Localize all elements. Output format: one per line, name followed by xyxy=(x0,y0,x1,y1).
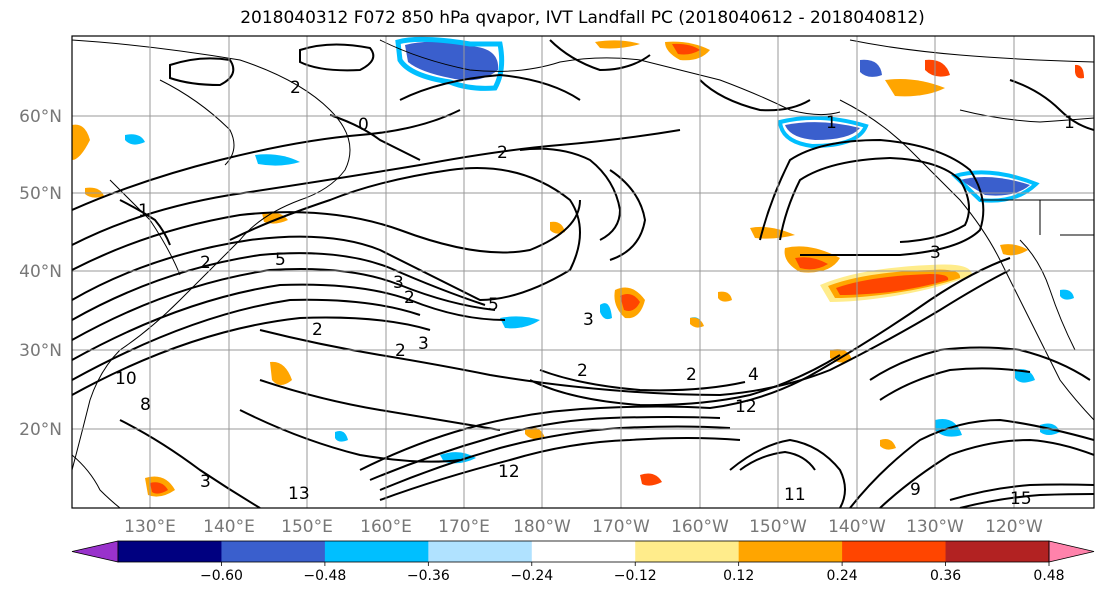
lon-label: 140°E xyxy=(203,517,255,537)
colorbar-swatch xyxy=(428,541,533,562)
colorbar: −0.60 −0.48 −0.36 −0.24 −0.12 0.12 0.24 0.36 0.4… xyxy=(71,540,1095,584)
contour-label: 12 xyxy=(498,462,520,482)
contour-label: 8 xyxy=(140,395,151,415)
colorbar-frame xyxy=(117,540,1050,563)
colorbar-swatch xyxy=(738,541,843,562)
colorbar-tick-label: 0.48 xyxy=(1033,568,1064,584)
latitude-labels: 60°N 50°N 40°N 30°N 20°N xyxy=(19,107,62,440)
ivt-contours xyxy=(72,39,1094,508)
contour-label: 11 xyxy=(784,485,806,505)
colorbar-tick-label: 0.36 xyxy=(930,568,961,584)
lon-label: 140°W xyxy=(828,517,886,537)
colorbar-tick-label: 0.12 xyxy=(723,568,754,584)
longitude-labels: 130°E 140°E 150°E 160°E 170°E 180°W 170°… xyxy=(124,517,1043,537)
lat-label: 20°N xyxy=(19,420,62,440)
contour-label: 10 xyxy=(115,369,137,389)
contour-label: 0 xyxy=(358,115,369,135)
contour-label: 2 xyxy=(497,143,508,163)
contour-label: 3 xyxy=(393,273,404,293)
lat-label: 40°N xyxy=(19,262,62,282)
lon-label: 130°W xyxy=(906,517,964,537)
lon-label: 130°E xyxy=(124,517,176,537)
map-frame xyxy=(71,35,1095,509)
lon-label: 160°W xyxy=(671,517,729,537)
colorbar-extend-min xyxy=(71,540,119,563)
contour-label: 2 xyxy=(200,253,211,273)
lon-label: 160°E xyxy=(360,517,412,537)
contour-labels: 2 0 1 2 2 1 3 5 3 2 5 2 2 3 3 2 2 4 12 1… xyxy=(115,78,1075,509)
colorbar-tick-label: 0.24 xyxy=(827,568,858,584)
colorbar-swatch xyxy=(118,541,222,562)
colorbar-tick-label: −0.24 xyxy=(510,568,553,584)
colorbar-tick-label: −0.12 xyxy=(614,568,657,584)
contour-label: 12 xyxy=(735,397,757,417)
colorbar-swatch xyxy=(531,541,636,562)
contour-label: 4 xyxy=(748,365,759,385)
colorbar-tick-label: −0.48 xyxy=(303,568,346,584)
graticule xyxy=(72,36,1094,508)
contour-label: 13 xyxy=(288,484,310,504)
colorbar-swatch xyxy=(221,541,326,562)
contour-label: 5 xyxy=(488,295,499,315)
qvapor-shading xyxy=(72,36,1084,497)
contour-label: 15 xyxy=(1010,489,1032,509)
lat-label: 60°N xyxy=(19,107,62,127)
colorbar-tick-label: −0.36 xyxy=(407,568,450,584)
colorbar-swatch xyxy=(945,541,1050,562)
lon-label: 150°E xyxy=(281,517,333,537)
contour-label: 2 xyxy=(312,320,323,340)
contour-label: 3 xyxy=(583,310,594,330)
contour-label: 1 xyxy=(1064,113,1075,133)
lat-label: 30°N xyxy=(19,341,62,361)
contour-label: 3 xyxy=(418,334,429,354)
contour-label: 2 xyxy=(577,361,588,381)
colorbar-swatch xyxy=(324,541,429,562)
lon-label: 170°W xyxy=(592,517,650,537)
contour-label: 2 xyxy=(395,341,406,361)
contour-label: 1 xyxy=(138,201,149,221)
lon-label: 180°W xyxy=(513,517,571,537)
contour-label: 2 xyxy=(404,288,415,308)
contour-label: 3 xyxy=(930,243,941,263)
contour-label: 2 xyxy=(686,365,697,385)
contour-label: 5 xyxy=(275,250,286,270)
lon-label: 120°W xyxy=(985,517,1043,537)
contour-label: 2 xyxy=(290,78,301,98)
lon-label: 170°E xyxy=(438,517,490,537)
contour-label: 3 xyxy=(200,472,211,492)
colorbar-extend-max xyxy=(1048,540,1095,563)
contour-label: 9 xyxy=(910,480,921,500)
colorbar-swatch xyxy=(842,541,947,562)
map-title: 2018040312 F072 850 hPa qvapor, IVT Land… xyxy=(240,8,925,28)
contour-label: 1 xyxy=(826,113,837,133)
lon-label: 150°W xyxy=(749,517,807,537)
colorbar-tick-label: −0.60 xyxy=(200,568,243,584)
colorbar-swatch xyxy=(635,541,740,562)
lat-label: 50°N xyxy=(19,184,62,204)
